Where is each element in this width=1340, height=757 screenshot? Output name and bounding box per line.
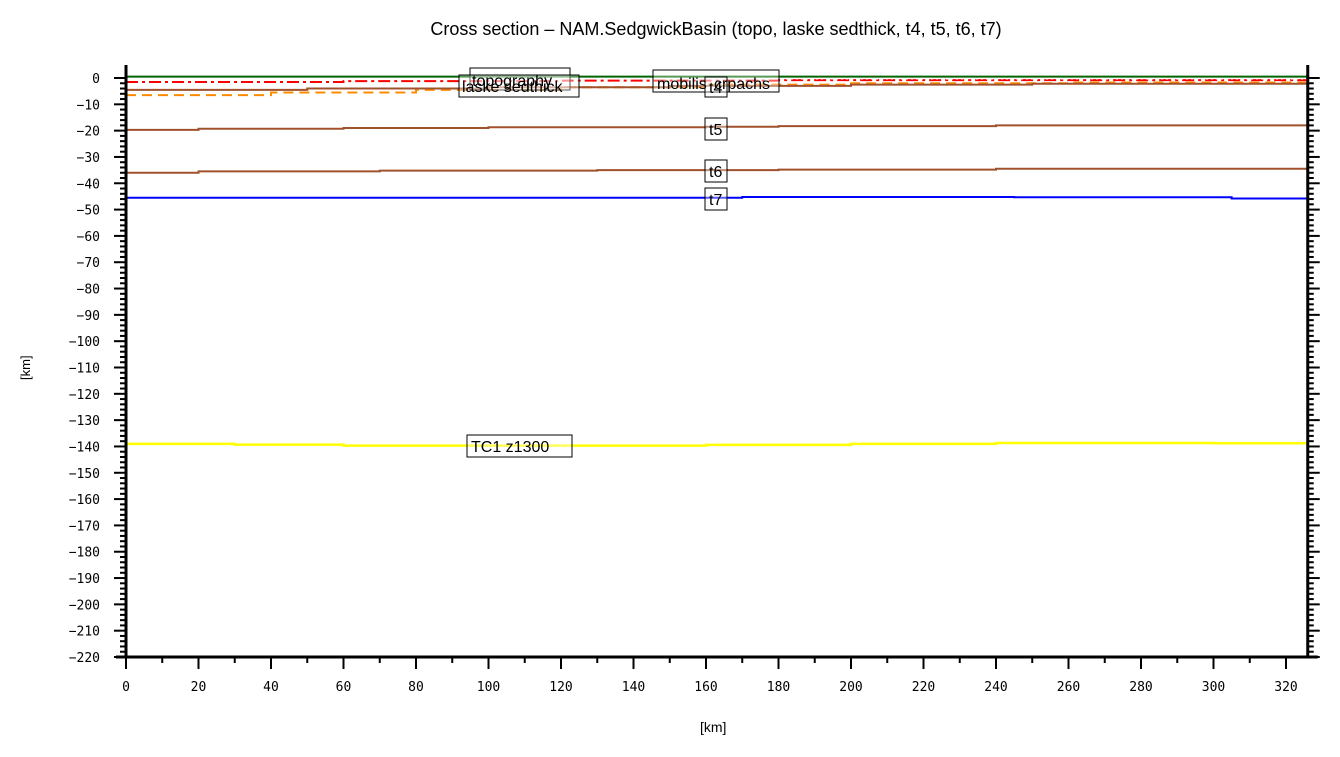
y-tick-label: −200	[69, 598, 100, 613]
y-tick-label: −170	[69, 519, 100, 534]
x-tick-label: 40	[263, 680, 279, 695]
curve-label-crpachs: crpachs	[714, 76, 770, 93]
y-tick-label: −150	[69, 467, 100, 482]
x-tick-label: 300	[1202, 680, 1225, 695]
x-tick-label: 140	[622, 680, 645, 695]
y-tick-label: −120	[69, 388, 100, 403]
y-tick-label: −140	[69, 440, 100, 455]
curve-label-box	[469, 67, 571, 91]
x-tick-label: 280	[1129, 680, 1152, 695]
x-tick-label: 320	[1274, 680, 1297, 695]
curve-label-mobilis: mobilis	[657, 76, 707, 93]
series-line-t4	[126, 82, 1309, 91]
y-tick-label: −110	[69, 362, 100, 377]
series-line-laske-sedthick	[126, 81, 1309, 97]
x-tick-label: 20	[191, 680, 207, 695]
y-tick-label: −10	[77, 98, 100, 113]
x-tick-label: 160	[694, 680, 717, 695]
curve-label-box	[458, 74, 580, 98]
x-tick-label: 180	[767, 680, 790, 695]
y-tick-label: 0	[92, 72, 100, 87]
y-tick-label: −90	[77, 309, 100, 324]
y-tick-label: −160	[69, 493, 100, 508]
series-line-t6	[126, 167, 1308, 174]
curve-label-t4: t4	[709, 80, 722, 97]
curve-label-laske-sedthick: laske sedthick	[462, 79, 563, 96]
x-tick-label: 240	[984, 680, 1007, 695]
y-tick-label: −70	[77, 256, 100, 271]
y-tick-label: −130	[69, 414, 100, 429]
y-tick-label: −20	[77, 125, 100, 140]
x-tick-label: 60	[336, 680, 352, 695]
curve-label-box	[704, 187, 728, 211]
y-tick-label: −190	[69, 572, 100, 587]
curve-label-box	[704, 76, 728, 98]
series-line-mobilis	[126, 79, 1309, 83]
x-tick-label: 120	[549, 680, 572, 695]
y-tick-label: −210	[69, 625, 100, 640]
curve-label-box	[652, 69, 780, 93]
y-tick-label: −50	[77, 204, 100, 219]
curve-label-t5: t5	[709, 122, 722, 139]
curve-label-box	[466, 434, 573, 458]
y-tick-label: −80	[77, 283, 100, 298]
x-tick-label: 200	[839, 680, 862, 695]
series-line-t5	[126, 124, 1309, 131]
y-tick-label: −40	[77, 177, 100, 192]
series-line-tc1-z1300	[126, 441, 1309, 447]
x-tick-label: 0	[122, 680, 130, 695]
x-tick-label: 260	[1057, 680, 1080, 695]
curve-label-tc1-z1300: TC1 z1300	[471, 439, 549, 456]
x-tick-label: 100	[477, 680, 500, 695]
curve-label-topography: topography	[472, 73, 552, 90]
curve-label-t6: t6	[709, 164, 722, 181]
chart-title: Cross section – NAM.SedgwickBasin (topo,…	[430, 19, 1002, 39]
y-tick-label: −60	[77, 230, 100, 245]
y-tick-label: −100	[69, 335, 100, 350]
curve-label-t7: t7	[709, 192, 722, 209]
x-axis-label: [km]	[700, 719, 727, 735]
series-line-t7	[126, 195, 1308, 200]
y-tick-label: −180	[69, 546, 100, 561]
curve-label-box	[704, 117, 728, 141]
y-tick-label: −30	[77, 151, 100, 166]
x-tick-label: 220	[912, 680, 935, 695]
curve-label-box	[704, 159, 728, 183]
y-tick-label: −220	[69, 651, 100, 666]
x-tick-label: 80	[408, 680, 424, 695]
